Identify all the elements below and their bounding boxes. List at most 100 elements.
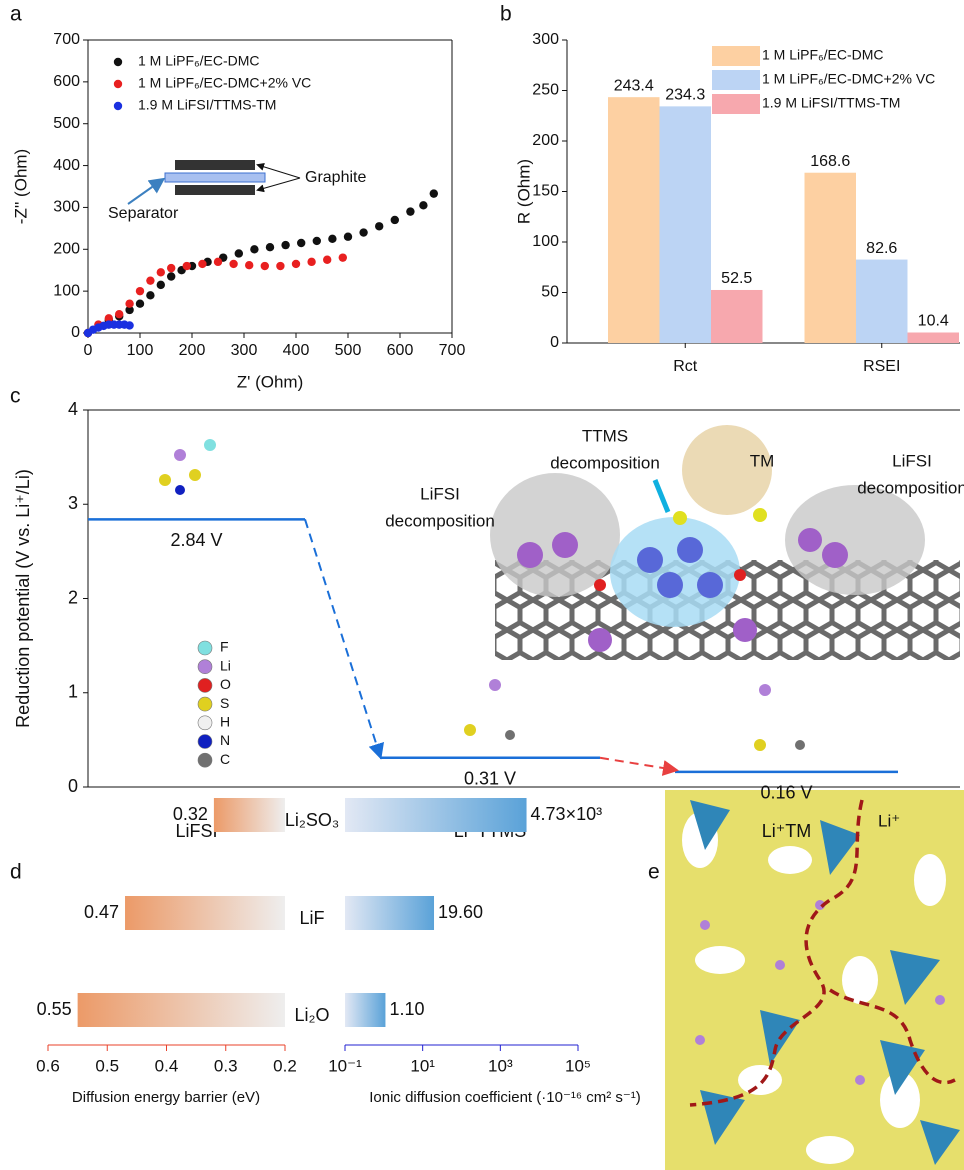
transition-arrow <box>600 758 675 770</box>
x-tick-label: 10⁵ <box>565 1056 591 1075</box>
atom-label: N <box>220 732 230 748</box>
y-tick-label: 1 <box>68 682 78 702</box>
data-point <box>339 253 347 261</box>
annotation: Separator <box>108 205 179 222</box>
data-point <box>157 268 165 276</box>
data-label: 10.4 <box>918 313 949 330</box>
data-point <box>391 216 399 224</box>
atom-swatch <box>198 716 212 730</box>
data-label: 2.84 V <box>170 530 222 550</box>
legend-marker <box>114 58 122 66</box>
bar <box>805 173 857 343</box>
atom-label: H <box>220 714 230 730</box>
data-point <box>323 256 331 264</box>
data-label: 4.73×10³ <box>531 804 603 824</box>
panel-letter: c <box>10 385 21 408</box>
legend-label: 1.9 M LiFSI/TTMS-TM <box>762 95 900 111</box>
data-label: 234.3 <box>665 87 705 104</box>
data-point <box>214 258 222 266</box>
x-tick-label: 10³ <box>488 1056 513 1075</box>
y-tick-label: 400 <box>53 157 80 174</box>
annotation: TM <box>750 451 775 470</box>
atom-swatch <box>198 641 212 655</box>
y-tick-label: 200 <box>53 241 80 258</box>
atom-label: Li <box>220 657 231 673</box>
y-tick-label: 600 <box>53 73 80 90</box>
x-tick-label: 700 <box>439 342 466 359</box>
data-point <box>430 189 438 197</box>
bar <box>345 993 385 1027</box>
data-point <box>281 241 289 249</box>
crystal-image <box>665 790 964 1170</box>
data-point <box>359 228 367 236</box>
legend-marker <box>114 80 122 88</box>
data-label: 82.6 <box>866 240 897 257</box>
legend-swatch <box>712 46 760 66</box>
category-label: Li₂O <box>295 1005 330 1025</box>
data-point <box>235 249 243 257</box>
x-tick-label: 100 <box>127 342 154 359</box>
x-tick-label: Li⁺TM <box>762 821 812 841</box>
x-tick-label: Rct <box>673 358 698 375</box>
data-label: 243.4 <box>614 77 654 94</box>
y-tick-label: 100 <box>532 233 559 250</box>
x-tick-label: 400 <box>283 342 310 359</box>
x-tick-label: RSEI <box>863 358 900 375</box>
y-axis-label: Reduction potential (V vs. Li⁺/Li) <box>13 469 33 728</box>
panel-letter: a <box>10 3 22 26</box>
y-tick-label: 4 <box>68 399 78 419</box>
data-point <box>125 300 133 308</box>
data-point <box>406 207 414 215</box>
data-point <box>292 260 300 268</box>
y-tick-label: 0 <box>550 334 559 351</box>
data-label: 0.31 V <box>464 769 516 789</box>
y-tick-label: 100 <box>53 282 80 299</box>
data-point <box>250 245 258 253</box>
data-label: 0.55 <box>37 999 72 1019</box>
data-point <box>183 262 191 270</box>
atom-label: O <box>220 676 231 692</box>
bar <box>608 97 660 343</box>
annotation: decomposition <box>385 511 495 530</box>
transition-arrow <box>305 519 380 755</box>
x-tick-label: 600 <box>387 342 414 359</box>
y-tick-label: 300 <box>532 31 559 48</box>
bar <box>660 106 712 343</box>
data-label: 0.32 <box>173 804 208 824</box>
panel-letter: b <box>500 3 512 26</box>
atom-label: C <box>220 751 230 767</box>
data-point <box>276 262 284 270</box>
atom-label: F <box>220 639 229 655</box>
x-tick-label: 500 <box>335 342 362 359</box>
x-tick-label: 300 <box>231 342 258 359</box>
data-label: 19.60 <box>438 902 483 922</box>
x-axis-label: Z' (Ohm) <box>237 372 304 391</box>
y-tick-label: 0 <box>68 776 78 796</box>
data-label: 168.6 <box>810 153 850 170</box>
y-tick-label: 0 <box>71 324 80 341</box>
inset-electrodes <box>128 160 300 204</box>
x-tick-label: 0 <box>84 342 93 359</box>
annotation: LiFSI <box>892 451 932 470</box>
data-label: 1.10 <box>389 999 424 1019</box>
data-point <box>157 281 165 289</box>
y-tick-label: 2 <box>68 587 78 607</box>
legend-label: 1 M LiPF₆/EC-DMC+2% VC <box>762 71 935 87</box>
y-tick-label: 250 <box>532 82 559 99</box>
atom-swatch <box>198 697 212 711</box>
data-point <box>146 291 154 299</box>
y-tick-label: 700 <box>53 31 80 48</box>
legend-label: 1 M LiPF₆/EC-DMC <box>138 53 260 69</box>
panel-letter: e <box>648 861 660 884</box>
legend-swatch <box>712 70 760 90</box>
data-point <box>375 222 383 230</box>
legend-label: 1.9 M LiFSI/TTMS-TM <box>138 97 276 113</box>
panel-letter: d <box>10 861 22 884</box>
y-tick-label: 300 <box>53 199 80 216</box>
y-axis-label: -Z'' (Ohm) <box>11 149 30 224</box>
x-tick-label: 0.5 <box>95 1056 119 1075</box>
category-label: Li₂SO₃ <box>285 810 339 830</box>
atom-swatch <box>198 660 212 674</box>
bar <box>711 290 763 343</box>
data-point <box>167 272 175 280</box>
